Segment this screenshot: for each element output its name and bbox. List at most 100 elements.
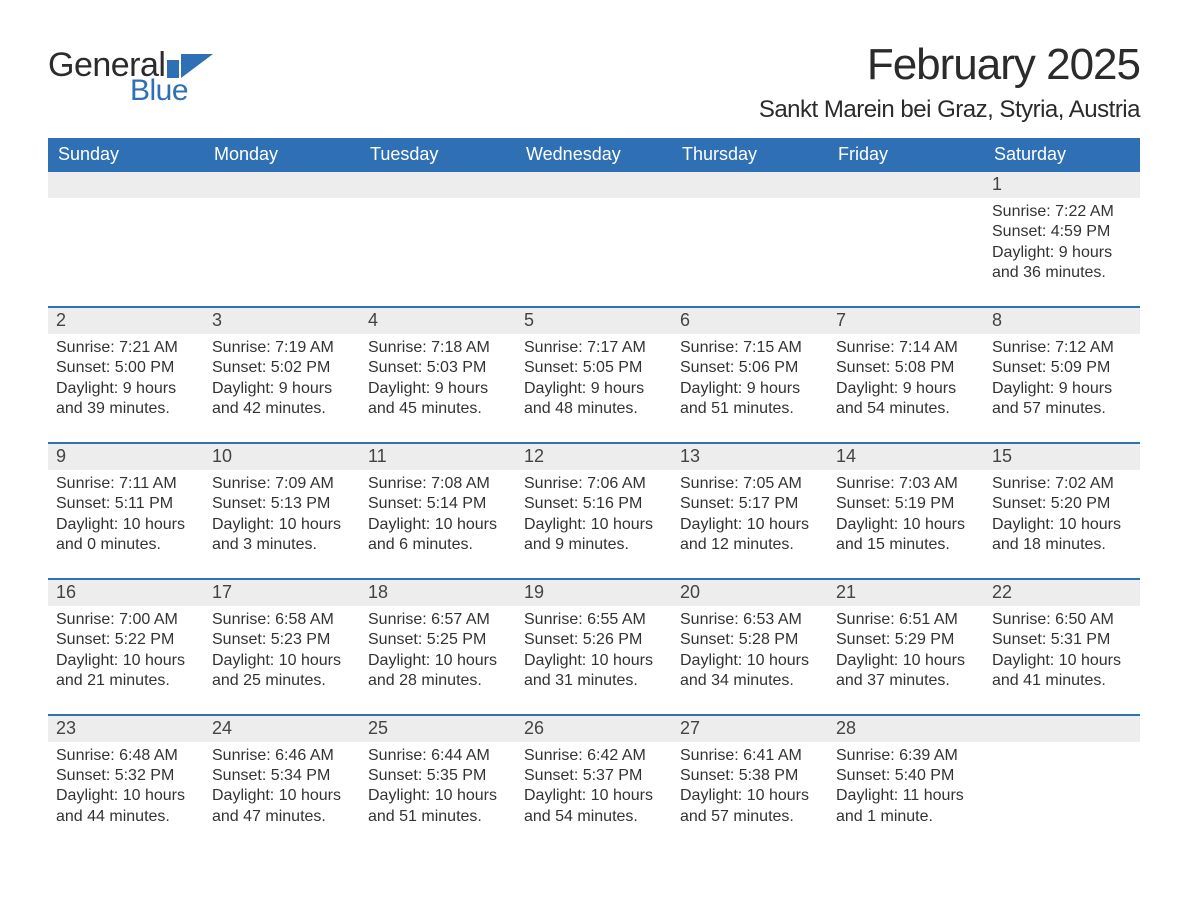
daylight-text: Daylight: 10 hours and 18 minutes. — [992, 515, 1132, 556]
sunrise-text: Sunrise: 7:15 AM — [680, 338, 820, 358]
sunrise-text: Sunrise: 6:39 AM — [836, 746, 976, 766]
day-details — [48, 198, 204, 224]
weekday-header: Tuesday — [360, 138, 516, 172]
day-details: Sunrise: 7:11 AMSunset: 5:11 PMDaylight:… — [48, 470, 204, 578]
weekday-header: Monday — [204, 138, 360, 172]
daylight-text: Daylight: 10 hours and 28 minutes. — [368, 651, 508, 692]
day-details: Sunrise: 6:51 AMSunset: 5:29 PMDaylight:… — [828, 606, 984, 714]
sunset-text: Sunset: 5:28 PM — [680, 630, 820, 650]
weekday-header: Sunday — [48, 138, 204, 172]
calendar-day-cell: 28Sunrise: 6:39 AMSunset: 5:40 PMDayligh… — [828, 715, 984, 850]
calendar-day-cell: 3Sunrise: 7:19 AMSunset: 5:02 PMDaylight… — [204, 307, 360, 443]
day-number: 15 — [984, 444, 1140, 470]
sunrise-text: Sunrise: 7:09 AM — [212, 474, 352, 494]
sunrise-text: Sunrise: 7:05 AM — [680, 474, 820, 494]
day-details: Sunrise: 7:22 AMSunset: 4:59 PMDaylight:… — [984, 198, 1140, 306]
title-block: February 2025 Sankt Marein bei Graz, Sty… — [759, 40, 1140, 124]
calendar-week-row: ......1Sunrise: 7:22 AMSunset: 4:59 PMDa… — [48, 172, 1140, 307]
calendar-day-cell: 6Sunrise: 7:15 AMSunset: 5:06 PMDaylight… — [672, 307, 828, 443]
sunrise-text: Sunrise: 6:50 AM — [992, 610, 1132, 630]
sunrise-text: Sunrise: 6:53 AM — [680, 610, 820, 630]
sunrise-text: Sunrise: 7:06 AM — [524, 474, 664, 494]
sunset-text: Sunset: 5:19 PM — [836, 494, 976, 514]
sunset-text: Sunset: 5:09 PM — [992, 358, 1132, 378]
daylight-text: Daylight: 9 hours and 42 minutes. — [212, 379, 352, 420]
sunrise-text: Sunrise: 6:48 AM — [56, 746, 196, 766]
calendar-day-cell: 13 Sunrise: 7:05 AMSunset: 5:17 PMDayligh… — [672, 443, 828, 579]
calendar-day-cell: 7Sunrise: 7:14 AMSunset: 5:08 PMDaylight… — [828, 307, 984, 443]
day-number: 1 — [984, 172, 1140, 198]
sunset-text: Sunset: 5:37 PM — [524, 766, 664, 786]
day-number: 4 — [360, 308, 516, 334]
day-number: 13 — [672, 444, 828, 470]
day-details: Sunrise: 6:48 AMSunset: 5:32 PMDaylight:… — [48, 742, 204, 850]
day-details: Sunrise: 7:09 AMSunset: 5:13 PMDaylight:… — [204, 470, 360, 578]
day-details: Sunrise: 6:41 AMSunset: 5:38 PMDaylight:… — [672, 742, 828, 850]
daylight-text: Daylight: 11 hours and 1 minute. — [836, 786, 976, 827]
calendar-day-cell: 1Sunrise: 7:22 AMSunset: 4:59 PMDaylight… — [984, 172, 1140, 307]
day-details: Sunrise: 6:55 AMSunset: 5:26 PMDaylight:… — [516, 606, 672, 714]
daylight-text: Daylight: 9 hours and 51 minutes. — [680, 379, 820, 420]
calendar-week-row: 9Sunrise: 7:11 AMSunset: 5:11 PMDaylight… — [48, 443, 1140, 579]
day-details: Sunrise: 7:02 AMSunset: 5:20 PMDaylight:… — [984, 470, 1140, 578]
sunset-text: Sunset: 5:31 PM — [992, 630, 1132, 650]
day-number: 8 — [984, 308, 1140, 334]
calendar-day-cell: 24Sunrise: 6:46 AMSunset: 5:34 PMDayligh… — [204, 715, 360, 850]
day-details: Sunrise: 7:15 AMSunset: 5:06 PMDaylight:… — [672, 334, 828, 442]
day-number: . — [360, 172, 516, 198]
calendar-day-cell: 19Sunrise: 6:55 AMSunset: 5:26 PMDayligh… — [516, 579, 672, 715]
daylight-text: Daylight: 9 hours and 39 minutes. — [56, 379, 196, 420]
sunrise-text: Sunrise: 7:21 AM — [56, 338, 196, 358]
calendar-week-row: 16Sunrise: 7:00 AMSunset: 5:22 PMDayligh… — [48, 579, 1140, 715]
day-details: Sunrise: 6:57 AMSunset: 5:25 PMDaylight:… — [360, 606, 516, 714]
sunset-text: Sunset: 5:05 PM — [524, 358, 664, 378]
sunrise-text: Sunrise: 7:00 AM — [56, 610, 196, 630]
day-details: Sunrise: 7:00 AMSunset: 5:22 PMDaylight:… — [48, 606, 204, 714]
sunset-text: Sunset: 5:20 PM — [992, 494, 1132, 514]
weekday-header: Friday — [828, 138, 984, 172]
sunrise-text: Sunrise: 6:41 AM — [680, 746, 820, 766]
calendar-day-cell: 18Sunrise: 6:57 AMSunset: 5:25 PMDayligh… — [360, 579, 516, 715]
sunrise-text: Sunrise: 7:11 AM — [56, 474, 196, 494]
daylight-text: Daylight: 10 hours and 31 minutes. — [524, 651, 664, 692]
sunrise-text: Sunrise: 7:12 AM — [992, 338, 1132, 358]
sunset-text: Sunset: 5:17 PM — [680, 494, 820, 514]
page-header: General Blue February 2025 Sankt Marein … — [48, 40, 1140, 124]
daylight-text: Daylight: 10 hours and 37 minutes. — [836, 651, 976, 692]
calendar-day-cell: 17Sunrise: 6:58 AMSunset: 5:23 PMDayligh… — [204, 579, 360, 715]
day-number: 26 — [516, 716, 672, 742]
daylight-text: Daylight: 10 hours and 0 minutes. — [56, 515, 196, 556]
day-details: Sunrise: 7:19 AMSunset: 5:02 PMDaylight:… — [204, 334, 360, 442]
day-number: 11 — [360, 444, 516, 470]
sunset-text: Sunset: 5:34 PM — [212, 766, 352, 786]
calendar-day-cell: 4Sunrise: 7:18 AMSunset: 5:03 PMDaylight… — [360, 307, 516, 443]
calendar-day-cell: 5Sunrise: 7:17 AMSunset: 5:05 PMDaylight… — [516, 307, 672, 443]
calendar-week-row: 23Sunrise: 6:48 AMSunset: 5:32 PMDayligh… — [48, 715, 1140, 850]
day-details: Sunrise: 6:58 AMSunset: 5:23 PMDaylight:… — [204, 606, 360, 714]
calendar-day-cell: 16Sunrise: 7:00 AMSunset: 5:22 PMDayligh… — [48, 579, 204, 715]
day-number: 6 — [672, 308, 828, 334]
calendar-day-cell: 20Sunrise: 6:53 AMSunset: 5:28 PMDayligh… — [672, 579, 828, 715]
day-number: . — [672, 172, 828, 198]
daylight-text: Daylight: 10 hours and 3 minutes. — [212, 515, 352, 556]
day-details: Sunrise: 7:14 AMSunset: 5:08 PMDaylight:… — [828, 334, 984, 442]
weekday-header: Saturday — [984, 138, 1140, 172]
sunrise-text: Sunrise: 6:42 AM — [524, 746, 664, 766]
day-number: 7 — [828, 308, 984, 334]
day-number: 20 — [672, 580, 828, 606]
day-number: 27 — [672, 716, 828, 742]
calendar-day-cell: 12Sunrise: 7:06 AMSunset: 5:16 PMDayligh… — [516, 443, 672, 579]
sunset-text: Sunset: 5:16 PM — [524, 494, 664, 514]
sunrise-text: Sunrise: 7:02 AM — [992, 474, 1132, 494]
daylight-text: Daylight: 10 hours and 41 minutes. — [992, 651, 1132, 692]
location-subtitle: Sankt Marein bei Graz, Styria, Austria — [759, 96, 1140, 124]
day-number: 23 — [48, 716, 204, 742]
calendar-day-cell: . — [828, 172, 984, 307]
daylight-text: Daylight: 10 hours and 44 minutes. — [56, 786, 196, 827]
day-number: 18 — [360, 580, 516, 606]
daylight-text: Daylight: 10 hours and 12 minutes. — [680, 515, 820, 556]
calendar-day-cell: 10Sunrise: 7:09 AMSunset: 5:13 PMDayligh… — [204, 443, 360, 579]
day-details: Sunrise: 7:06 AMSunset: 5:16 PMDaylight:… — [516, 470, 672, 578]
sunset-text: Sunset: 5:08 PM — [836, 358, 976, 378]
day-details: Sunrise: 7:08 AMSunset: 5:14 PMDaylight:… — [360, 470, 516, 578]
